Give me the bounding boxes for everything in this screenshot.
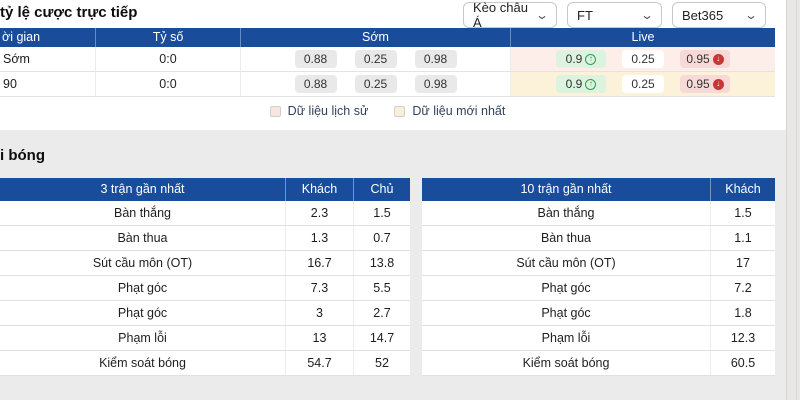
market-select-value: Kèo châu Á	[473, 0, 528, 30]
table-row: Phạt góc 7.3 5.5	[0, 276, 410, 301]
period-select-value: FT	[577, 7, 593, 23]
chevron-down-icon: ⌄	[534, 8, 550, 22]
live-odds-cell-latest: 0.9 ↑ 0.25 0.95 ↓	[510, 72, 775, 96]
odds-value: 0.98	[414, 75, 457, 93]
table-row: Bàn thua 1.1	[422, 226, 775, 251]
latest-swatch-icon	[394, 105, 406, 117]
bookmaker-select-value: Bet365	[682, 7, 724, 23]
trend-down-icon: ↓	[712, 78, 724, 90]
trend-up-icon: ↑	[585, 78, 597, 90]
chevron-down-icon: ⌄	[639, 8, 655, 22]
odds-value-up: 0.9 ↑	[556, 50, 606, 68]
odds-value: 0.98	[414, 50, 457, 68]
col-time: ời gian	[2, 30, 41, 44]
early-odds-cell: 0.88 0.25 0.98	[240, 47, 510, 71]
stats-table-10-matches: 10 trận gần nhất Khách Bàn thắng 1.5 Bàn …	[422, 178, 775, 376]
legend-item-history: Dữ liệu lịch sử	[269, 104, 369, 118]
filter-bar: Kèo châu Á ⌄ FT ⌄ Bet365 ⌄	[463, 0, 766, 30]
col-10-recent: 10 trận gần nhất	[520, 182, 612, 196]
row-score: 0:0	[95, 47, 240, 71]
table-row: Phạm lỗi 12.3	[422, 326, 775, 351]
stats-table-header: 3 trận gần nhất Khách Chủ	[0, 178, 410, 201]
table-row: Phạt góc 1.8	[422, 301, 775, 326]
odds-row-90: 90 0:0 0.88 0.25 0.98 0.9 ↑ 0.25 0.95 ↓	[0, 72, 775, 97]
table-row: Sút cầu môn (OT) 16.7 13.8	[0, 251, 410, 276]
col-score: Tỷ số	[95, 28, 240, 47]
table-row: Phạt góc 7.2	[422, 276, 775, 301]
stats-section-title: i bóng	[0, 147, 45, 164]
row-score: 0:0	[95, 72, 240, 96]
stats-table-header: 10 trận gần nhất Khách	[422, 178, 775, 201]
table-row: Phạt góc 3 2.7	[0, 301, 410, 326]
table-row: Bàn thua 1.3 0.7	[0, 226, 410, 251]
odds-value-down: 0.95 ↓	[680, 50, 730, 68]
legend: Dữ liệu lịch sử Dữ liệu mới nhất	[0, 104, 775, 118]
col-away: Khách	[285, 178, 353, 201]
table-row: Kiểm soát bóng 54.7 52	[0, 351, 410, 376]
odds-table: ời gian Tỷ số Sớm Live Sớm 0:0 0.88 0.25…	[0, 28, 775, 97]
legend-label: Dữ liệu lịch sử	[287, 104, 369, 118]
odds-value: 0.88	[294, 50, 337, 68]
early-odds-cell: 0.88 0.25 0.98	[240, 72, 510, 96]
odds-value-up: 0.9 ↑	[556, 75, 606, 93]
chevron-down-icon: ⌄	[743, 8, 759, 22]
period-select[interactable]: FT ⌄	[567, 2, 662, 28]
table-row: Phạm lỗi 13 14.7	[0, 326, 410, 351]
market-select[interactable]: Kèo châu Á ⌄	[463, 0, 557, 30]
legend-label: Dữ liệu mới nhất	[412, 104, 506, 118]
stats-table-3-matches: 3 trận gần nhất Khách Chủ Bàn thắng 2.3 1.…	[0, 178, 410, 376]
odds-value-down: 0.95 ↓	[680, 75, 730, 93]
table-row: Bàn thắng 1.5	[422, 201, 775, 226]
odds-value: 0.25	[622, 75, 664, 93]
trend-up-icon: ↑	[585, 53, 597, 65]
col-3-recent: 3 trận gần nhất	[100, 182, 185, 196]
page-title: tỷ lệ cược trực tiếp	[0, 4, 138, 21]
trend-down-icon: ↓	[712, 53, 724, 65]
history-swatch-icon	[269, 105, 281, 117]
scrollbar[interactable]	[786, 0, 800, 400]
col-away: Khách	[710, 178, 775, 201]
odds-value: 0.25	[354, 50, 397, 68]
col-early: Sớm	[240, 28, 510, 47]
odds-value: 0.25	[354, 75, 397, 93]
table-row: Bàn thắng 2.3 1.5	[0, 201, 410, 226]
odds-value: 0.88	[294, 75, 337, 93]
legend-item-latest: Dữ liệu mới nhất	[394, 104, 505, 118]
stats-section: i bóng 3 trận gần nhất Khách Chủ Bàn thắ…	[0, 130, 800, 400]
table-row: Kiểm soát bóng 60.5	[422, 351, 775, 376]
row-time-label: 90	[3, 77, 17, 91]
odds-table-header: ời gian Tỷ số Sớm Live	[0, 28, 775, 47]
odds-row-early: Sớm 0:0 0.88 0.25 0.98 0.9 ↑ 0.25 0.95 ↓	[0, 47, 775, 72]
bookmaker-select[interactable]: Bet365 ⌄	[672, 2, 766, 28]
col-home: Chủ	[353, 178, 410, 201]
table-row: Sút cầu môn (OT) 17	[422, 251, 775, 276]
live-odds-cell-history: 0.9 ↑ 0.25 0.95 ↓	[510, 47, 775, 71]
odds-value: 0.25	[622, 50, 664, 68]
row-time-label: Sớm	[3, 52, 30, 66]
col-live: Live	[510, 28, 775, 47]
